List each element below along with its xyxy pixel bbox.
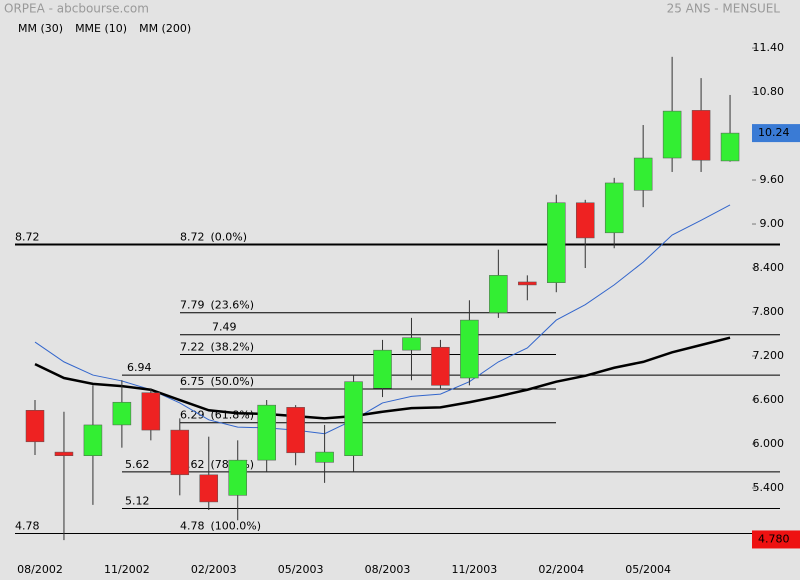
x-tick-label: 08/2003	[365, 563, 411, 576]
level-label: 4.78	[180, 519, 205, 532]
legend-entry: MM (30)	[18, 22, 63, 35]
level-label: 6.29	[180, 409, 205, 422]
low-marker-box	[752, 530, 800, 549]
candle-body	[633, 157, 653, 191]
candle-body	[315, 451, 334, 463]
candle-body	[460, 319, 479, 379]
candle-body	[112, 401, 132, 426]
candle-body	[547, 202, 566, 283]
level-label: 6.75	[180, 375, 205, 388]
level-ratio: (50.0%)	[211, 375, 255, 388]
candle-body	[662, 110, 682, 159]
x-tick-label: 05/2003	[278, 563, 324, 576]
candle-body	[604, 182, 624, 234]
candle-body	[344, 381, 363, 456]
candle-body	[402, 337, 421, 351]
candle-body	[199, 474, 219, 503]
level-label: 7.22	[180, 341, 205, 354]
candle-body	[720, 132, 740, 162]
y-tick-label: 9.60	[760, 173, 785, 186]
candle-body	[286, 407, 305, 454]
candle-body	[257, 404, 276, 461]
candle-body	[141, 392, 161, 431]
candle-body	[373, 349, 392, 389]
level-label: 7.79	[180, 299, 205, 312]
level-label: 7.49	[212, 321, 237, 334]
chart-subtitle: 25 ANS - MENSUEL	[667, 2, 781, 16]
chart-title: ORPEA - abcbourse.com	[4, 2, 149, 16]
level-ratio: (100.0%)	[211, 519, 262, 532]
level-label: 8.72	[15, 231, 40, 244]
level-ratio: (23.6%)	[211, 299, 255, 312]
low-marker-label: 4.780	[758, 532, 790, 545]
candle-body	[575, 202, 595, 239]
level-label: 6.94	[127, 361, 152, 374]
y-tick-label: 6.600	[753, 393, 785, 406]
x-tick-label: 05/2004	[625, 563, 671, 576]
level-ratio: (0.0%)	[211, 231, 248, 244]
last-price-box	[752, 124, 800, 143]
candle-body	[228, 459, 247, 496]
x-tick-label: 11/2003	[452, 563, 498, 576]
level-ratio: (38.2%)	[211, 341, 255, 354]
level-label: 5.62	[125, 458, 150, 471]
candle-body	[431, 346, 450, 386]
last-price-label: 10.24	[758, 126, 790, 139]
level-label: 5.12	[125, 495, 150, 508]
level-label: 8.72	[180, 231, 205, 244]
y-tick-label: 10.80	[753, 85, 785, 98]
y-tick-label: 5.400	[753, 481, 785, 494]
x-tick-label: 08/2002	[17, 563, 63, 576]
candle-body	[54, 451, 74, 456]
y-tick-label: 11.40	[753, 41, 785, 54]
y-tick-label: 9.00	[760, 217, 785, 230]
candle-body	[170, 429, 190, 476]
x-tick-label: 11/2002	[104, 563, 150, 576]
x-tick-label: 02/2003	[191, 563, 237, 576]
candle-body	[691, 110, 711, 161]
candle-body	[489, 275, 508, 313]
candle-body	[518, 281, 537, 286]
candle-body	[25, 410, 45, 443]
y-tick-label: 7.800	[753, 305, 785, 318]
level-label: 4.78	[15, 519, 40, 532]
y-tick-label: 8.400	[753, 261, 785, 274]
y-tick-label: 6.000	[753, 437, 785, 450]
x-tick-label: 02/2004	[538, 563, 584, 576]
candle-body	[83, 424, 103, 456]
legend-entry: MME (10)	[75, 22, 127, 35]
y-tick-label: 7.200	[753, 349, 785, 362]
indicator-line	[34, 204, 731, 435]
legend-entry: MM (200)	[139, 22, 191, 35]
